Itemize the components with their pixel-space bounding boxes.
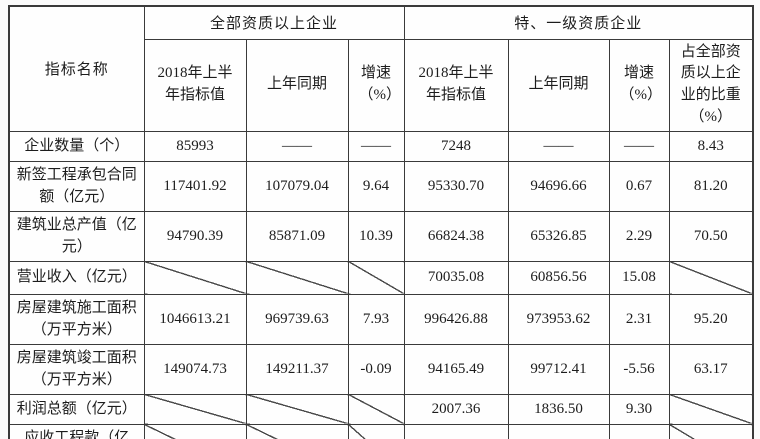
value-cell: 107079.04 xyxy=(245,160,349,212)
header-sub-growth-rate-special: 增速（%） xyxy=(608,38,670,132)
value-cell: -0.09 xyxy=(347,343,405,395)
value-cell: 2.31 xyxy=(608,293,670,345)
dash-cell: —— xyxy=(245,130,349,162)
dash-cell: —— xyxy=(608,130,670,162)
row-label: 应收工程款（亿元） xyxy=(8,423,145,439)
construction-statistics-table: 指标名称 全部资质以上企业 特、一级资质企业 2018年上半年指标值 上年同期 … xyxy=(8,5,755,439)
row-label: 企业数量（个） xyxy=(8,130,145,162)
table-row-enterprise-count: 企业数量（个） 85993 —— —— 7248 —— —— 8.43 xyxy=(8,130,754,162)
header-sub-same-period-last-year-special: 上年同期 xyxy=(507,38,610,132)
table-row-operating-revenue: 营业收入（亿元） 70035.08 60856.56 15.08 xyxy=(8,260,754,295)
empty-slash-cell xyxy=(668,260,754,295)
empty-slash-cell xyxy=(143,423,247,439)
row-label: 建筑业总产值（亿元） xyxy=(8,210,145,262)
dash-cell: —— xyxy=(347,130,405,162)
value-cell: 15.08 xyxy=(608,260,670,295)
value-cell: 2007.36 xyxy=(403,393,509,425)
value-cell: 32242.06 xyxy=(403,423,509,439)
table-row-building-construction-area: 房屋建筑施工面积（万平方米） 1046613.21 969739.63 7.93… xyxy=(8,293,754,345)
value-cell: 973953.62 xyxy=(507,293,610,345)
header-group-all-qualified-enterprises: 全部资质以上企业 xyxy=(143,5,405,40)
header-indicator-name: 指标名称 xyxy=(8,5,145,132)
value-cell: 0.67 xyxy=(608,160,670,212)
value-cell: 94790.39 xyxy=(143,210,247,262)
value-cell: 60856.56 xyxy=(507,260,610,295)
value-cell: 94165.49 xyxy=(403,343,509,395)
value-cell: 8.43 xyxy=(668,130,754,162)
empty-slash-cell xyxy=(347,260,405,295)
value-cell: -5.56 xyxy=(608,343,670,395)
header-sub-2018-half-year-value-all: 2018年上半年指标值 xyxy=(143,38,247,132)
header-group-row: 指标名称 全部资质以上企业 特、一级资质企业 xyxy=(8,5,754,132)
header-sub-share-of-all-qualified: 占全部资质以上企业的比重（%） xyxy=(668,38,754,132)
empty-slash-cell xyxy=(143,393,247,425)
empty-slash-cell xyxy=(245,423,349,439)
value-cell: 63.17 xyxy=(668,343,754,395)
value-cell: 149074.73 xyxy=(143,343,247,395)
value-cell: 99712.41 xyxy=(507,343,610,395)
row-label: 房屋建筑竣工面积（万平方米） xyxy=(8,343,145,395)
table-row-receivable-project-payment: 应收工程款（亿元） 32242.06 31319.67 2.95 xyxy=(8,423,754,439)
value-cell: 996426.88 xyxy=(403,293,509,345)
value-cell: 2.95 xyxy=(608,423,670,439)
value-cell: 1836.50 xyxy=(507,393,610,425)
row-label: 房屋建筑施工面积（万平方米） xyxy=(8,293,145,345)
value-cell: 969739.63 xyxy=(245,293,349,345)
value-cell: 10.39 xyxy=(347,210,405,262)
value-cell: 66824.38 xyxy=(403,210,509,262)
empty-slash-cell xyxy=(143,260,247,295)
empty-slash-cell xyxy=(245,260,349,295)
header-sub-growth-rate-all: 增速（%） xyxy=(347,38,405,132)
empty-slash-cell xyxy=(347,423,405,439)
row-label: 利润总额（亿元） xyxy=(8,393,145,425)
value-cell: 95330.70 xyxy=(403,160,509,212)
row-label: 新签工程承包合同额（亿元） xyxy=(8,160,145,212)
table-row-construction-output-value: 建筑业总产值（亿元） 94790.39 85871.09 10.39 66824… xyxy=(8,210,754,262)
empty-slash-cell xyxy=(245,393,349,425)
empty-slash-cell xyxy=(668,423,754,439)
value-cell: 9.64 xyxy=(347,160,405,212)
empty-slash-cell xyxy=(668,393,754,425)
header-sub-2018-half-year-value-special: 2018年上半年指标值 xyxy=(403,38,509,132)
value-cell: 9.30 xyxy=(608,393,670,425)
value-cell: 1046613.21 xyxy=(143,293,247,345)
value-cell: 2.29 xyxy=(608,210,670,262)
row-label: 营业收入（亿元） xyxy=(8,260,145,295)
value-cell: 81.20 xyxy=(668,160,754,212)
value-cell: 31319.67 xyxy=(507,423,610,439)
value-cell: 65326.85 xyxy=(507,210,610,262)
value-cell: 117401.92 xyxy=(143,160,247,212)
value-cell: 70.50 xyxy=(668,210,754,262)
value-cell: 85871.09 xyxy=(245,210,349,262)
value-cell: 149211.37 xyxy=(245,343,349,395)
header-group-special-first-grade-enterprises: 特、一级资质企业 xyxy=(403,5,754,40)
value-cell: 95.20 xyxy=(668,293,754,345)
value-cell: 7.93 xyxy=(347,293,405,345)
empty-slash-cell xyxy=(347,393,405,425)
value-cell: 7248 xyxy=(403,130,509,162)
table-row-total-profit: 利润总额（亿元） 2007.36 1836.50 9.30 xyxy=(8,393,754,425)
dash-cell: —— xyxy=(507,130,610,162)
table-row-building-completed-area: 房屋建筑竣工面积（万平方米） 149074.73 149211.37 -0.09… xyxy=(8,343,754,395)
header-sub-row: 2018年上半年指标值 上年同期 增速（%） 2018年上半年指标值 上年同期 … xyxy=(9,38,754,132)
value-cell: 94696.66 xyxy=(507,160,610,212)
value-cell: 70035.08 xyxy=(403,260,509,295)
value-cell: 85993 xyxy=(143,130,247,162)
table-row-new-contract-amount: 新签工程承包合同额（亿元） 117401.92 107079.04 9.64 9… xyxy=(8,160,754,212)
header-sub-same-period-last-year-all: 上年同期 xyxy=(245,38,349,132)
